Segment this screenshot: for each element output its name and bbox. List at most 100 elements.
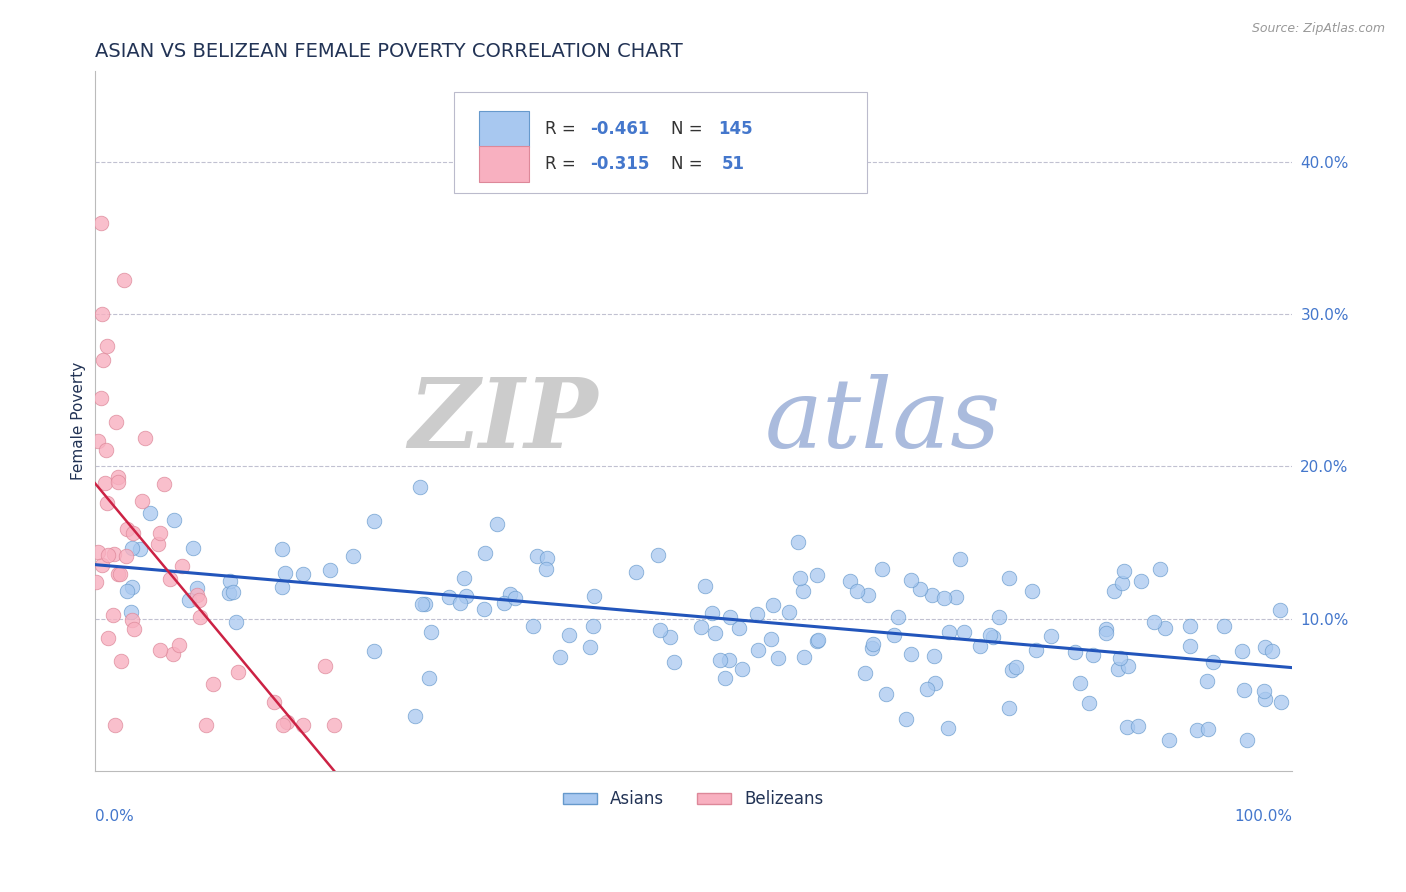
Point	[363, 644, 385, 658]
Point	[713, 671, 735, 685]
Point	[1025, 642, 1047, 657]
Text: N =: N =	[671, 120, 707, 137]
Point	[274, 566, 297, 580]
Point	[875, 688, 897, 702]
Text: 100.0%: 100.0%	[1234, 809, 1292, 824]
Point	[1236, 733, 1258, 747]
Point	[924, 648, 946, 663]
Point	[492, 596, 515, 610]
Point	[101, 608, 124, 623]
Point	[149, 643, 172, 657]
Point	[194, 718, 217, 732]
Point	[938, 625, 960, 640]
Point	[778, 605, 800, 619]
Point	[1180, 639, 1202, 653]
Point	[839, 574, 862, 588]
Point	[90, 307, 112, 321]
Point	[1213, 618, 1236, 632]
Point	[1197, 723, 1219, 737]
Point	[648, 623, 671, 637]
Point	[806, 568, 828, 582]
Text: R =: R =	[544, 120, 581, 137]
Point	[1154, 621, 1177, 635]
Point	[789, 571, 811, 585]
Text: -0.461: -0.461	[591, 120, 650, 137]
Point	[90, 558, 112, 573]
Point	[474, 546, 496, 560]
Point	[703, 626, 725, 640]
Point	[149, 525, 172, 540]
Point	[659, 630, 682, 644]
Point	[526, 549, 548, 564]
Point	[121, 580, 143, 594]
Point	[862, 641, 884, 656]
Point	[969, 640, 991, 654]
Point	[908, 582, 931, 597]
Point	[689, 619, 711, 633]
Point	[163, 513, 186, 527]
Point	[1021, 583, 1043, 598]
Point	[271, 542, 294, 557]
Point	[534, 562, 557, 576]
Point	[139, 506, 162, 520]
Point	[439, 590, 461, 604]
Point	[114, 549, 136, 564]
Point	[870, 561, 893, 575]
Point	[787, 535, 810, 549]
Point	[120, 605, 142, 619]
Point	[318, 563, 340, 577]
Point	[900, 648, 922, 662]
Text: N =: N =	[671, 154, 707, 173]
Point	[420, 624, 443, 639]
Point	[107, 470, 129, 484]
Point	[1107, 662, 1129, 676]
Point	[91, 352, 114, 367]
Point	[453, 571, 475, 585]
Point	[472, 602, 495, 616]
Point	[1254, 691, 1277, 706]
Point	[806, 633, 828, 648]
Point	[499, 586, 522, 600]
Point	[188, 592, 211, 607]
Text: atlas: atlas	[765, 374, 1001, 467]
Point	[159, 572, 181, 586]
Point	[179, 593, 201, 607]
Point	[768, 650, 790, 665]
Point	[1268, 603, 1291, 617]
Point	[1116, 658, 1139, 673]
Point	[1159, 733, 1181, 747]
Point	[219, 574, 242, 589]
Point	[263, 695, 285, 709]
Point	[522, 619, 544, 633]
Point	[1149, 561, 1171, 575]
Point	[695, 579, 717, 593]
Point	[456, 589, 478, 603]
Point	[582, 619, 605, 633]
Point	[1064, 645, 1087, 659]
Point	[647, 548, 669, 562]
Point	[792, 584, 814, 599]
Point	[485, 517, 508, 532]
Point	[1143, 615, 1166, 629]
Point	[96, 339, 118, 353]
Point	[110, 654, 132, 668]
Point	[449, 596, 471, 610]
Point	[411, 597, 433, 611]
Point	[924, 675, 946, 690]
Point	[1005, 660, 1028, 674]
Point	[107, 475, 129, 489]
Point	[1253, 684, 1275, 698]
Point	[846, 584, 869, 599]
Point	[107, 566, 129, 581]
Text: 51: 51	[723, 154, 745, 173]
Point	[1108, 650, 1130, 665]
Point	[418, 671, 440, 685]
Point	[292, 566, 315, 581]
Point	[932, 591, 955, 605]
FancyBboxPatch shape	[479, 111, 529, 147]
Point	[181, 541, 204, 555]
Point	[717, 652, 740, 666]
Point	[558, 627, 581, 641]
Text: 145: 145	[718, 120, 754, 137]
Point	[1077, 697, 1099, 711]
